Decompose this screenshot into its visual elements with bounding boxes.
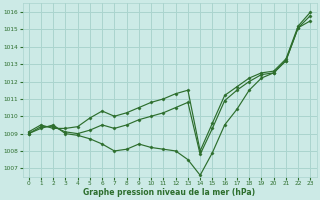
X-axis label: Graphe pression niveau de la mer (hPa): Graphe pression niveau de la mer (hPa) (84, 188, 256, 197)
